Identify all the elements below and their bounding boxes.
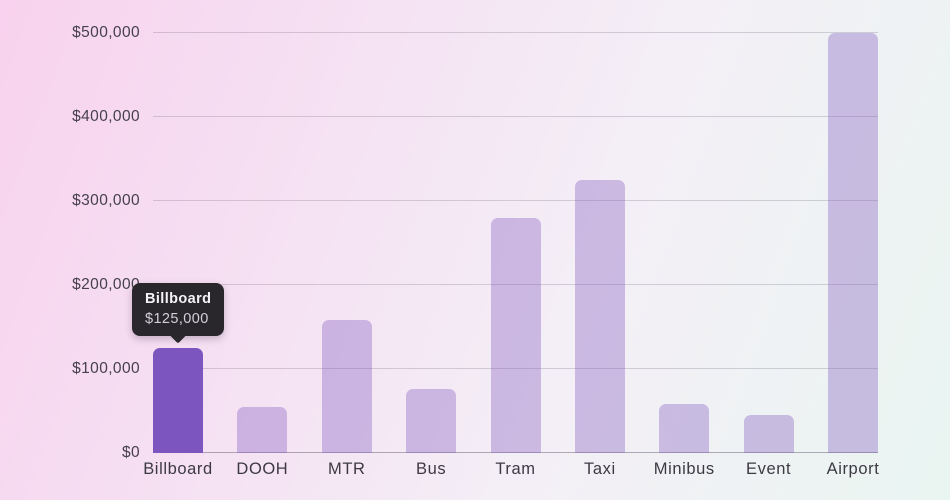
x-axis-label-cell: DOOH [236, 460, 289, 479]
bar-taxi[interactable] [574, 180, 625, 453]
bar-billboard[interactable] [153, 348, 203, 453]
y-axis-tick-label: $400,000 [72, 108, 140, 125]
x-axis-baseline [153, 452, 878, 453]
x-axis-label-mtr: MTR [327, 460, 366, 478]
x-axis-label-cell: Bus [406, 460, 456, 479]
x-axis-label-cell: Minibus [654, 460, 714, 479]
x-axis-label-cell: Event [744, 460, 794, 479]
gridline [153, 284, 878, 285]
bar-tram[interactable] [490, 217, 541, 453]
bar-bus[interactable] [406, 389, 457, 453]
y-axis-tick-label: $0 [121, 444, 140, 461]
x-axis-label-cell: Billboard [143, 460, 212, 479]
x-axis-label-cell: Airport [826, 460, 880, 479]
gridline [153, 368, 878, 369]
gridline [153, 116, 878, 117]
bar-dooh[interactable] [237, 406, 288, 453]
plot-area [153, 32, 878, 453]
y-axis-tick-label: $200,000 [72, 276, 140, 293]
x-axis-label-billboard: Billboard [143, 460, 213, 478]
x-axis-label-taxi: Taxi [584, 460, 616, 478]
x-axis-labels: Billboard DOOH MTR Bus Tram Taxi Minibus Event A… [143, 460, 880, 479]
bar-minibus[interactable] [659, 404, 710, 453]
x-axis-label-cell: MTR [322, 460, 372, 479]
y-axis-tick-label: $500,000 [72, 24, 140, 41]
bar-mtr[interactable] [321, 320, 372, 453]
x-axis-label-tram: Tram [495, 460, 536, 478]
tooltip-title: Billboard [145, 291, 212, 307]
gridline [153, 32, 878, 33]
y-axis-tick-label: $300,000 [72, 192, 140, 209]
x-axis-label-airport: Airport [826, 460, 880, 478]
x-axis-label-cell: Tram [491, 460, 541, 479]
x-axis-label-bus: Bus [416, 460, 447, 478]
x-axis-label-dooh: DOOH [236, 460, 289, 478]
gridline [153, 200, 878, 201]
bar-airport[interactable] [828, 33, 878, 453]
x-axis-label-cell: Taxi [575, 460, 625, 479]
y-axis-tick-label: $100,000 [72, 360, 140, 377]
bar-event[interactable] [743, 415, 794, 453]
tooltip-value: $125,000 [145, 311, 209, 327]
x-axis-label-event: Event [746, 460, 792, 478]
tooltip: Billboard $125,000 [132, 283, 225, 344]
x-axis-label-minibus: Minibus [653, 460, 715, 478]
bars-container [153, 33, 878, 453]
